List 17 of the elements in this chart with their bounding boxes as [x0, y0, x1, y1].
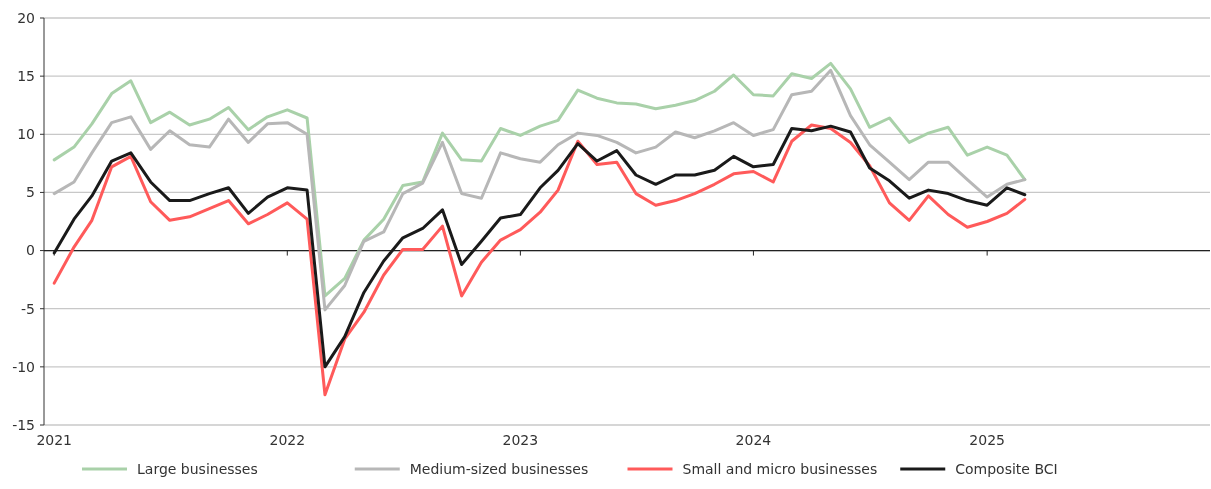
y-tick-label: 15	[17, 68, 35, 85]
y-tick-label: 10	[17, 126, 35, 143]
legend-label: Small and micro businesses	[682, 460, 878, 477]
y-tick-label: -15	[12, 416, 35, 433]
legend-label: Composite BCI	[955, 460, 1058, 477]
x-tick-label: 2022	[269, 432, 306, 448]
x-tick-label: 2023	[502, 432, 539, 448]
y-tick-label: 5	[26, 184, 35, 201]
legend-label: Large businesses	[137, 460, 258, 477]
x-tick-label: 2021	[36, 432, 73, 448]
x-tick-label: 2025	[969, 432, 1005, 448]
y-tick-label: 20	[17, 9, 35, 26]
legend-label: Medium-sized businesses	[409, 460, 589, 477]
y-tick-label: -10	[12, 358, 35, 375]
y-tick-label: 0	[26, 242, 35, 259]
x-tick-label: 2024	[735, 432, 772, 448]
y-tick-label: -5	[21, 300, 35, 317]
